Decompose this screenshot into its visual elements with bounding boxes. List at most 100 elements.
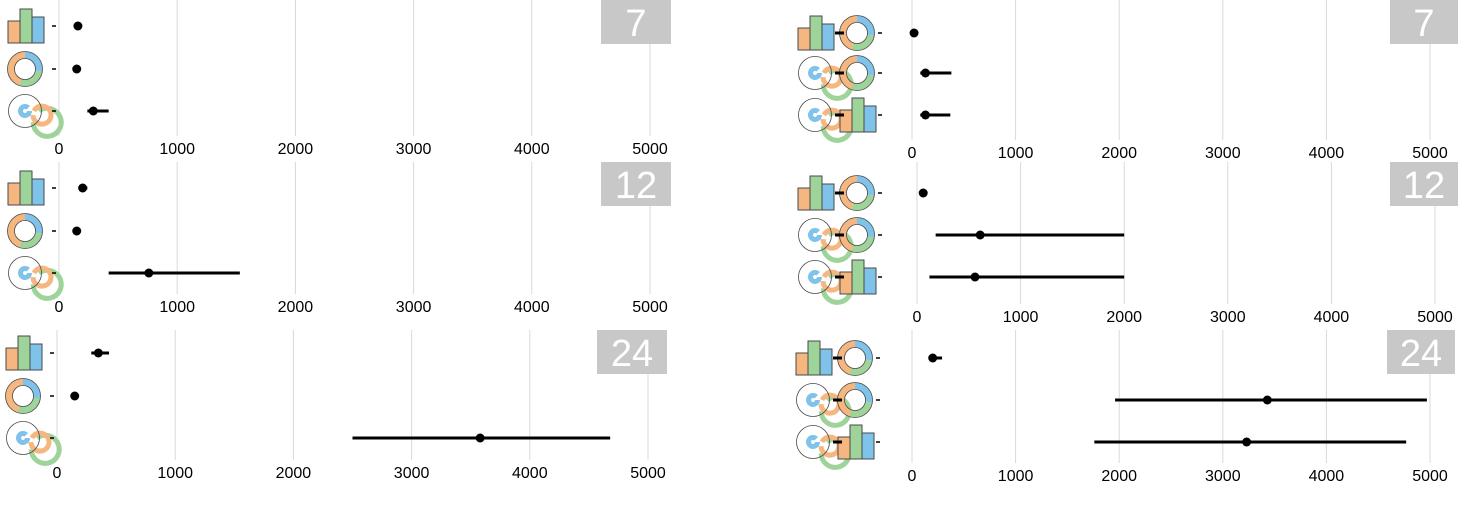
- radial-bar-icon: [8, 256, 64, 301]
- data-point: [1262, 395, 1272, 405]
- panel-badge: [601, 162, 671, 206]
- chart-svg: 7 0 1000 2000 3000 4000 5000: [7, 0, 671, 158]
- cropped-caption-strip: [0, 500, 1458, 509]
- data-point: [475, 433, 485, 443]
- chart-svg: 12 0 1000 2000 3000 4000 5000: [797, 162, 1458, 326]
- data-point: [93, 348, 103, 358]
- panel-badge-label: 7: [625, 3, 646, 45]
- x-tick-label: 4000: [514, 299, 550, 316]
- x-tick-label: 4000: [1314, 309, 1350, 326]
- panel-badge-label: 24: [1400, 333, 1442, 375]
- data-point: [920, 110, 930, 120]
- chart-row: [5, 378, 80, 414]
- x-tick-label: 0: [913, 309, 922, 326]
- panel-badge: [1390, 162, 1458, 206]
- panel-badge: [1390, 0, 1458, 44]
- x-tick-label: 2000: [1101, 145, 1137, 162]
- bar-chart-icon: [839, 97, 877, 133]
- x-tick-label: 2000: [1106, 309, 1142, 326]
- bar-chart-icon: [797, 175, 835, 211]
- data-point: [72, 64, 82, 74]
- x-tick-label: 3000: [1210, 309, 1246, 326]
- chart-row: [798, 97, 951, 143]
- data-point: [920, 68, 930, 78]
- x-tick-label: 4000: [512, 465, 548, 482]
- x-tick-label: 3000: [396, 141, 432, 158]
- data-point: [144, 268, 154, 278]
- chart-row: [5, 335, 110, 371]
- panel-badge-label: 24: [611, 333, 653, 375]
- chart-panel-left-middle: 12 0 1000 2000 3000 4000 5000: [0, 162, 680, 327]
- x-tick-label: 3000: [1205, 468, 1241, 485]
- bar-chart-icon: [795, 340, 833, 376]
- panel-badge: [1387, 330, 1455, 374]
- x-tick-label: 0: [55, 299, 64, 316]
- bar-chart-icon: [7, 8, 45, 44]
- chart-row: [7, 213, 82, 249]
- chart-row: [798, 217, 1125, 263]
- donut-chart-icon: [839, 217, 875, 253]
- data-point: [72, 226, 82, 236]
- chart-svg: 24 0 1000 2000 3000 4000 5000: [5, 330, 667, 482]
- x-tick-label: 1000: [159, 299, 195, 316]
- x-tick-label: 2000: [276, 465, 312, 482]
- chart-row: [798, 259, 1125, 305]
- x-tick-label: 2000: [1101, 468, 1137, 485]
- chart-row: [797, 175, 928, 211]
- donut-chart-icon: [839, 15, 875, 51]
- donut-chart-icon: [837, 340, 873, 376]
- x-tick-label: 5000: [1412, 145, 1448, 162]
- chart-row: [795, 340, 943, 376]
- data-point: [970, 272, 980, 282]
- panel-badge-label: 7: [1413, 3, 1434, 45]
- x-tick-label: 5000: [632, 299, 668, 316]
- radial-bar-icon: [798, 260, 854, 305]
- chart-svg: 24 0 1000 2000 3000 4000 5000: [795, 330, 1455, 485]
- chart-panel-right-top: 7 0 1000 2000 3000 4000 5000: [790, 0, 1458, 165]
- x-tick-label: 0: [908, 145, 917, 162]
- chart-row: [7, 170, 88, 206]
- x-tick-label: 1000: [157, 465, 193, 482]
- data-point: [918, 188, 928, 198]
- x-tick-label: 0: [55, 141, 64, 158]
- chart-row: [8, 256, 240, 301]
- x-tick-label: 3000: [396, 299, 432, 316]
- chart-row: [796, 382, 1427, 428]
- panel-badge-label: 12: [1403, 165, 1445, 207]
- bar-chart-icon: [5, 335, 43, 371]
- radial-bar-icon: [798, 56, 854, 101]
- x-tick-label: 3000: [394, 465, 430, 482]
- chart-panel-right-middle: 12 0 1000 2000 3000 4000 5000: [790, 162, 1458, 327]
- x-tick-label: 5000: [630, 465, 666, 482]
- chart-panel-left-top: 7 0 1000 2000 3000 4000 5000: [0, 0, 680, 165]
- bar-chart-icon: [837, 424, 875, 460]
- x-tick-label: 1000: [1003, 309, 1039, 326]
- x-tick-label: 1000: [998, 468, 1034, 485]
- x-tick-label: 4000: [1309, 468, 1345, 485]
- data-point: [70, 391, 80, 401]
- x-tick-label: 5000: [1412, 468, 1448, 485]
- chart-row: [798, 55, 952, 101]
- x-tick-label: 1000: [159, 141, 195, 158]
- x-tick-label: 4000: [1309, 145, 1345, 162]
- donut-chart-icon: [5, 378, 41, 414]
- data-point: [975, 230, 985, 240]
- chart-row: [8, 94, 109, 139]
- donut-chart-icon: [837, 382, 873, 418]
- chart-row: [796, 424, 1407, 470]
- x-tick-label: 0: [908, 468, 917, 485]
- data-point: [909, 28, 919, 38]
- chart-row: [797, 15, 919, 51]
- donut-chart-icon: [839, 55, 875, 91]
- donut-chart-icon: [7, 51, 43, 87]
- data-point: [1242, 437, 1252, 447]
- x-tick-label: 2000: [278, 141, 314, 158]
- chart-panel-right-bottom: 24 0 1000 2000 3000 4000 5000: [790, 330, 1458, 495]
- chart-svg: 7 0 1000 2000 3000 4000 5000: [797, 0, 1458, 162]
- x-tick-label: 5000: [1417, 309, 1453, 326]
- data-point: [928, 353, 938, 363]
- radial-bar-icon: [6, 421, 62, 466]
- x-tick-label: 4000: [514, 141, 550, 158]
- bar-chart-icon: [839, 259, 877, 295]
- data-point: [88, 106, 98, 116]
